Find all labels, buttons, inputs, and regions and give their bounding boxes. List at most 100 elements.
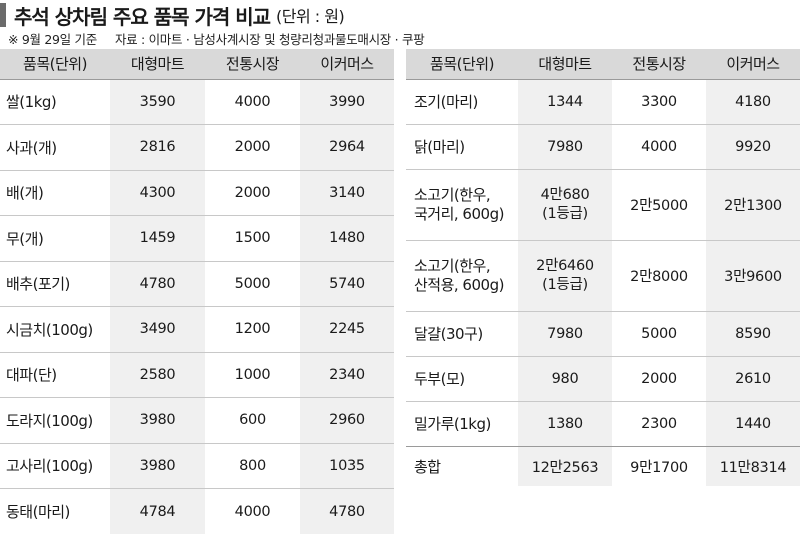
item-name: 밀가루(1kg) (406, 400, 518, 446)
table-row: 두부(모) 980 2000 2610 (406, 355, 800, 401)
header-market: 전통시장 (612, 49, 706, 79)
market-price: 2000 (205, 169, 300, 216)
ecommerce-price: 9920 (706, 123, 800, 169)
title-accent-bar (0, 3, 6, 27)
item-name: 닭(마리) (406, 123, 518, 169)
item-name: 대파(단) (0, 351, 110, 398)
table-row: 닭(마리) 7980 4000 9920 (406, 123, 800, 169)
item-name-line1: 소고기(한우, (414, 185, 491, 204)
mart-price: 3590 (110, 78, 205, 125)
table-header-row: 품목(단위) 대형마트 전통시장 이커머스 (0, 49, 394, 79)
title-row: 추석 상차림 주요 품목 가격 비교 (단위 : 원) (0, 0, 800, 30)
mart-price-line2: (1등급) (542, 276, 588, 293)
item-name-line2: 국거리, 600g) (414, 204, 504, 223)
table-row: 동태(마리) 4784 4000 4780 (0, 488, 394, 534)
table-row: 소고기(한우, 산적용, 600g) 2만6460 (1등급) 2만8000 3… (406, 239, 800, 311)
header-mart: 대형마트 (110, 49, 205, 79)
date-note: ※ 9월 29일 기준 (8, 31, 97, 47)
mart-price: 3980 (110, 397, 205, 443)
table-row: 도라지(100g) 3980 600 2960 (0, 397, 394, 443)
mart-price: 1459 (110, 215, 205, 261)
item-name: 동태(마리) (0, 488, 110, 534)
header-market: 전통시장 (205, 49, 300, 79)
ecommerce-price: 1035 (300, 442, 394, 489)
item-name: 무(개) (0, 215, 110, 261)
market-price: 2만5000 (612, 168, 706, 240)
total-row: 총합 12만2563 9만1700 11만8314 (406, 445, 800, 486)
ecommerce-price: 3140 (300, 169, 394, 216)
table-row: 배(개) 4300 2000 3140 (0, 169, 394, 216)
header-ecommerce: 이커머스 (300, 49, 394, 79)
market-price: 800 (205, 442, 300, 489)
price-table-left: 품목(단위) 대형마트 전통시장 이커머스 쌀(1kg) 3590 4000 3… (0, 49, 394, 534)
mart-price: 1380 (518, 400, 612, 446)
table-row: 사과(개) 2816 2000 2964 (0, 124, 394, 170)
item-name: 조기(마리) (406, 78, 518, 124)
ecommerce-price: 8590 (706, 310, 800, 356)
item-name: 고사리(100g) (0, 442, 110, 489)
ecommerce-price: 4180 (706, 78, 800, 124)
mart-price: 4784 (110, 488, 205, 534)
mart-price: 4300 (110, 169, 205, 216)
ecommerce-price: 3990 (300, 78, 394, 125)
ecommerce-price: 2960 (300, 397, 394, 443)
ecommerce-price: 2만1300 (706, 168, 800, 240)
table-row: 조기(마리) 1344 3300 4180 (406, 78, 800, 124)
unit-label: (단위 : 원) (276, 7, 345, 26)
header-item: 품목(단위) (0, 49, 110, 79)
table-header-row: 품목(단위) 대형마트 전통시장 이커머스 (406, 49, 800, 79)
ecommerce-price: 2340 (300, 351, 394, 398)
mart-price-line1: 4만680 (540, 186, 590, 203)
ecommerce-price: 2245 (300, 306, 394, 352)
table-row: 밀가루(1kg) 1380 2300 1440 (406, 400, 800, 446)
item-name: 소고기(한우, 국거리, 600g) (406, 168, 518, 240)
header-item: 품목(단위) (406, 49, 518, 79)
table-row: 달걀(30구) 7980 5000 8590 (406, 310, 800, 356)
table-row: 고사리(100g) 3980 800 1035 (0, 442, 394, 489)
page-title: 추석 상차림 주요 품목 가격 비교 (14, 4, 271, 29)
market-price: 2만8000 (612, 239, 706, 311)
total-mart: 12만2563 (518, 445, 612, 486)
mart-price-line1: 2만6460 (536, 257, 594, 274)
item-name-line1: 소고기(한우, (414, 256, 491, 275)
table-row: 무(개) 1459 1500 1480 (0, 215, 394, 261)
item-name: 도라지(100g) (0, 397, 110, 443)
mart-price: 1344 (518, 78, 612, 124)
item-name: 배(개) (0, 169, 110, 216)
header-ecommerce: 이커머스 (706, 49, 800, 79)
market-price: 2300 (612, 400, 706, 446)
ecommerce-price: 5740 (300, 260, 394, 307)
item-name: 두부(모) (406, 355, 518, 401)
item-name: 시금치(100g) (0, 306, 110, 352)
market-price: 2000 (612, 355, 706, 401)
item-name-line2: 산적용, 600g) (414, 275, 504, 294)
mart-price: 980 (518, 355, 612, 401)
mart-price: 7980 (518, 310, 612, 356)
item-name: 사과(개) (0, 124, 110, 170)
market-price: 1000 (205, 351, 300, 398)
mart-price: 2816 (110, 124, 205, 170)
market-price: 3300 (612, 78, 706, 124)
market-price: 4000 (612, 123, 706, 169)
market-price: 1200 (205, 306, 300, 352)
item-name: 달걀(30구) (406, 310, 518, 356)
ecommerce-price: 2964 (300, 124, 394, 170)
market-price: 2000 (205, 124, 300, 170)
price-table-right: 품목(단위) 대형마트 전통시장 이커머스 조기(마리) 1344 3300 4… (406, 49, 800, 486)
table-row: 배추(포기) 4780 5000 5740 (0, 260, 394, 307)
table-row: 쌀(1kg) 3590 4000 3990 (0, 78, 394, 125)
source-note: 자료 : 이마트 · 남성사계시장 및 청량리청과물도매시장 · 쿠팡 (114, 31, 425, 47)
market-price: 4000 (205, 488, 300, 534)
item-name: 배추(포기) (0, 260, 110, 307)
ecommerce-price: 1480 (300, 215, 394, 261)
mart-price: 4만680 (1등급) (518, 168, 612, 240)
market-price: 5000 (612, 310, 706, 356)
mart-price: 3490 (110, 306, 205, 352)
header-mart: 대형마트 (518, 49, 612, 79)
mart-price: 7980 (518, 123, 612, 169)
table-row: 소고기(한우, 국거리, 600g) 4만680 (1등급) 2만5000 2만… (406, 168, 800, 240)
market-price: 600 (205, 397, 300, 443)
item-name: 쌀(1kg) (0, 78, 110, 125)
ecommerce-price: 2610 (706, 355, 800, 401)
market-price: 4000 (205, 78, 300, 125)
